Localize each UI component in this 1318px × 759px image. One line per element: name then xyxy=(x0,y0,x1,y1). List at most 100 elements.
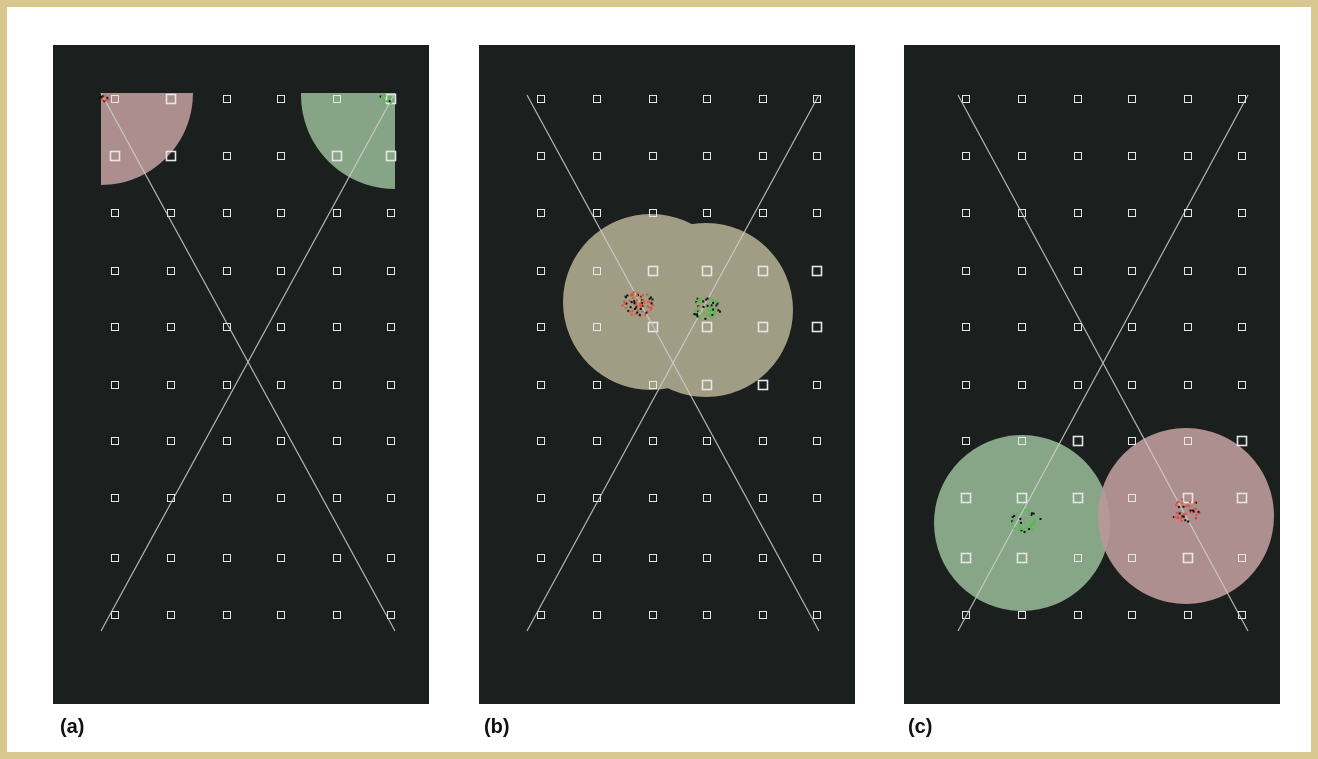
particle xyxy=(1017,524,1020,527)
particle xyxy=(640,301,643,304)
grid-marker xyxy=(703,494,711,502)
particle xyxy=(703,312,706,315)
panel-canvas xyxy=(99,92,397,632)
particle xyxy=(1177,500,1180,503)
particle xyxy=(628,299,631,302)
particle xyxy=(715,301,718,304)
particle xyxy=(1193,501,1196,504)
particle xyxy=(697,298,700,301)
grid-marker xyxy=(165,150,177,162)
particle xyxy=(1179,517,1182,520)
grid-marker xyxy=(387,209,395,217)
grid-marker xyxy=(223,494,231,502)
grid-marker xyxy=(649,437,657,445)
grid-marker xyxy=(1236,435,1248,447)
grid-marker xyxy=(649,152,657,160)
particle xyxy=(1033,519,1036,522)
particle xyxy=(379,95,382,98)
particle xyxy=(634,313,637,316)
grid-marker xyxy=(759,494,767,502)
particle xyxy=(1184,519,1187,522)
grid-marker xyxy=(811,265,823,277)
particle xyxy=(639,296,642,299)
particle xyxy=(105,98,108,101)
particle xyxy=(389,101,392,104)
grid-marker xyxy=(962,209,970,217)
grid-markers xyxy=(537,95,823,619)
grid-marker xyxy=(1018,323,1026,331)
grid-marker xyxy=(1072,492,1084,504)
particle xyxy=(643,301,646,304)
grid-marker xyxy=(759,437,767,445)
particle xyxy=(1181,501,1184,504)
grid-marker xyxy=(813,494,821,502)
particle xyxy=(646,310,649,313)
particle xyxy=(1020,521,1023,524)
particle xyxy=(100,96,103,99)
particle xyxy=(1197,510,1200,513)
particle xyxy=(1019,525,1022,528)
grid-marker xyxy=(1128,494,1136,502)
particle xyxy=(636,311,639,314)
grid-marker xyxy=(167,554,175,562)
grid-marker xyxy=(1074,323,1082,331)
grid-marker xyxy=(387,554,395,562)
grid-marker xyxy=(111,381,119,389)
particle xyxy=(1176,515,1179,518)
particle xyxy=(1172,516,1175,519)
grid-marker xyxy=(223,209,231,217)
particle xyxy=(1025,531,1028,534)
particle xyxy=(645,311,648,314)
grid-marker xyxy=(593,381,601,389)
grid-marker xyxy=(703,437,711,445)
particle xyxy=(1030,524,1033,527)
particle xyxy=(386,99,389,102)
particle xyxy=(630,313,633,316)
particle xyxy=(695,302,698,305)
grid-marker xyxy=(757,379,769,391)
grid-marker xyxy=(1016,492,1028,504)
grid-marker xyxy=(1018,152,1026,160)
particle xyxy=(694,310,697,313)
particle xyxy=(100,98,103,101)
particle xyxy=(634,301,637,304)
grid-marker xyxy=(167,323,175,331)
particle xyxy=(633,302,636,305)
grid-marker xyxy=(593,95,601,103)
grid-marker xyxy=(331,150,343,162)
particle xyxy=(1175,512,1178,515)
particle xyxy=(1039,517,1042,520)
grid-marker xyxy=(703,611,711,619)
grid-marker xyxy=(813,437,821,445)
particle xyxy=(1011,523,1014,526)
particle xyxy=(1187,520,1190,523)
particle xyxy=(710,315,713,318)
particle xyxy=(1033,523,1036,526)
grid-marker xyxy=(649,611,657,619)
particle xyxy=(388,100,391,103)
particle xyxy=(384,94,387,97)
particle xyxy=(1029,525,1032,528)
red-particles xyxy=(99,94,110,103)
grid-marker xyxy=(1128,267,1136,275)
particle xyxy=(1183,512,1186,515)
particle xyxy=(388,97,391,100)
trajectory-line-2 xyxy=(526,94,820,632)
grid-marker xyxy=(277,611,285,619)
panel-a xyxy=(53,45,429,704)
particle xyxy=(706,297,709,300)
grid-marker xyxy=(387,267,395,275)
particle xyxy=(1013,527,1016,530)
grid-markers xyxy=(960,95,1248,619)
grid-marker xyxy=(167,494,175,502)
grid-markers xyxy=(109,93,397,619)
grid-marker xyxy=(223,381,231,389)
particle xyxy=(1191,509,1194,512)
grid-marker xyxy=(813,95,821,103)
grid-marker xyxy=(223,437,231,445)
particle xyxy=(650,302,653,305)
particle xyxy=(641,299,644,302)
particle xyxy=(1031,528,1034,531)
particle xyxy=(1178,511,1181,514)
particle xyxy=(634,307,637,310)
